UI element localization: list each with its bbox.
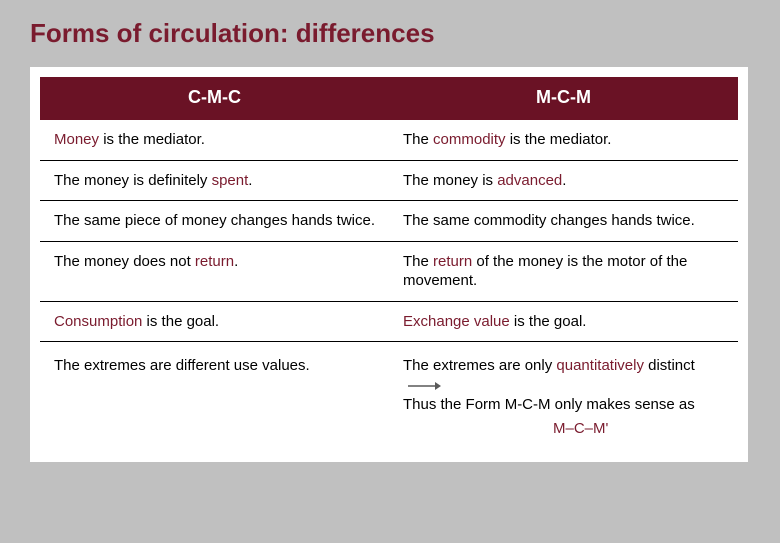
col-header-left: C-M-C	[40, 77, 389, 120]
accent-text: advanced	[497, 172, 562, 189]
col-header-right: M-C-M	[389, 77, 738, 120]
formula-text: M–C–M'	[403, 419, 724, 439]
page-title: Forms of circulation: differences	[30, 18, 752, 49]
cell-text: The extremes are only	[403, 357, 556, 374]
table-row: The money is definitely spent. The money…	[40, 160, 738, 201]
table-header-row: C-M-C M-C-M	[40, 77, 738, 120]
cell-left: The same piece of money changes hands tw…	[40, 201, 389, 242]
cell-text: distinct	[644, 357, 695, 374]
cell-text: The extremes are different use values.	[54, 357, 310, 374]
table-row-last: The extremes are different use values. T…	[40, 342, 738, 449]
cell-text: The same piece of money changes hands tw…	[54, 212, 375, 229]
cell-text: The money does not	[54, 253, 195, 270]
table-row: The money does not return. The return of…	[40, 241, 738, 301]
arrow-right-icon	[407, 380, 441, 392]
cell-right: The extremes are only quantitatively dis…	[389, 342, 738, 449]
cell-right: The money is advanced.	[389, 160, 738, 201]
cell-text: is the goal.	[142, 313, 219, 330]
cell-right: The commodity is the mediator.	[389, 120, 738, 160]
cell-text: .	[562, 172, 566, 189]
cell-text: The	[403, 253, 433, 270]
cell-left: The money is definitely spent.	[40, 160, 389, 201]
cell-text: .	[234, 253, 238, 270]
table-row: Consumption is the goal. Exchange value …	[40, 301, 738, 342]
accent-text: Exchange value	[403, 313, 510, 330]
cell-right: The return of the money is the motor of …	[389, 241, 738, 301]
comparison-table: C-M-C M-C-M Money is the mediator. The c…	[40, 77, 738, 448]
slide: Forms of circulation: differences C-M-C …	[0, 0, 780, 543]
cell-left: The extremes are different use values.	[40, 342, 389, 449]
accent-text: spent	[212, 172, 249, 189]
cell-text: is the mediator.	[506, 131, 612, 148]
cell-text: The money is	[403, 172, 497, 189]
cell-text: Thus the Form M-C-M only makes sense as	[403, 396, 695, 413]
accent-text: return	[195, 253, 234, 270]
cell-text: The same commodity changes hands twice.	[403, 212, 695, 229]
cell-right: Exchange value is the goal.	[389, 301, 738, 342]
content-panel: C-M-C M-C-M Money is the mediator. The c…	[30, 67, 748, 462]
cell-text: The	[403, 131, 433, 148]
cell-text: is the goal.	[510, 313, 587, 330]
table-row: Money is the mediator. The commodity is …	[40, 120, 738, 160]
accent-text: Consumption	[54, 313, 142, 330]
cell-left: Money is the mediator.	[40, 120, 389, 160]
cell-right: The same commodity changes hands twice.	[389, 201, 738, 242]
accent-text: commodity	[433, 131, 506, 148]
accent-text: Money	[54, 131, 99, 148]
cell-left: Consumption is the goal.	[40, 301, 389, 342]
cell-text: is the mediator.	[99, 131, 205, 148]
accent-text: quantitatively	[556, 357, 644, 374]
cell-left: The money does not return.	[40, 241, 389, 301]
table-row: The same piece of money changes hands tw…	[40, 201, 738, 242]
cell-text: The money is definitely	[54, 172, 212, 189]
accent-text: return	[433, 253, 472, 270]
cell-text: .	[248, 172, 252, 189]
